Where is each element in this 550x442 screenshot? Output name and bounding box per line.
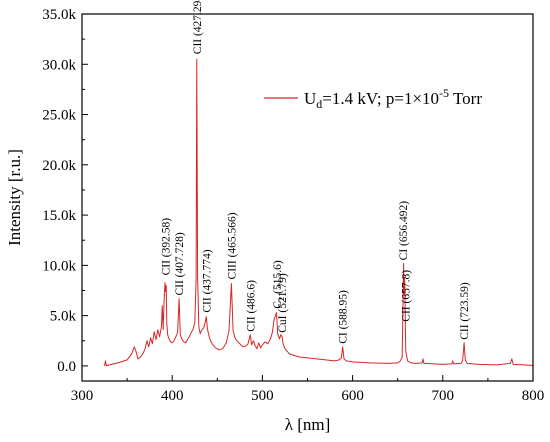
y-tick-label: 5.0k bbox=[50, 309, 77, 325]
peak-label: CII (723.59) bbox=[459, 282, 471, 340]
plot-area bbox=[104, 58, 534, 367]
y-tick-label: 10.0k bbox=[42, 258, 76, 274]
peak-label: CuI (521.79) bbox=[277, 273, 289, 333]
peak-label: C2 (515.6) bbox=[272, 260, 286, 309]
x-tick-label: 800 bbox=[522, 388, 545, 404]
peak-label: CI (588.95) bbox=[338, 290, 350, 344]
y-axis: 0.0 5.0k 10.0k 15.0k 20.0k 25.0k 30.0k 35.0k bbox=[42, 7, 88, 375]
legend: Ud=1.4 kV; p=1×10-5 Torr bbox=[264, 86, 482, 111]
series-line bbox=[104, 58, 534, 367]
legend-entry: Ud=1.4 kV; p=1×10-5 Torr bbox=[304, 86, 482, 111]
peak-label: CI (656.492) bbox=[398, 201, 410, 261]
legend-entry-main: U bbox=[304, 89, 316, 108]
peak-label-text: (515.6) bbox=[272, 260, 284, 297]
peak-label: CII (657.8) bbox=[400, 270, 412, 322]
x-axis-label: λ [nm] bbox=[285, 415, 331, 434]
x-tick-label: 300 bbox=[71, 388, 94, 404]
peak-label-prefix-sub: 2 bbox=[276, 297, 286, 301]
x-tick-label: 600 bbox=[341, 388, 364, 404]
peak-label: CIII (465.566) bbox=[226, 212, 238, 279]
y-tick-label: 35.0k bbox=[42, 7, 76, 23]
peak-label: CII (407.728) bbox=[174, 232, 186, 295]
legend-entry-end: Torr bbox=[449, 89, 482, 108]
peak-annotations: CII (392.58) CII (407.728) CII (427.294) CI… bbox=[161, 0, 472, 344]
x-axis: 300 400 500 600 700 800 bbox=[71, 375, 545, 404]
peak-label: CII (392.58) bbox=[161, 218, 173, 276]
y-tick-label: 20.0k bbox=[42, 158, 76, 174]
legend-entry-sup: -5 bbox=[439, 86, 449, 100]
legend-entry-sub: d bbox=[316, 97, 322, 111]
x-tick-label: 500 bbox=[251, 388, 274, 404]
y-tick-label: 15.0k bbox=[42, 208, 76, 224]
y-tick-label: 30.0k bbox=[42, 57, 76, 73]
peak-label-prefix: C bbox=[272, 301, 284, 309]
peak-label: CII (486.6) bbox=[245, 280, 257, 332]
peak-label: CII (427.294) bbox=[192, 0, 204, 54]
legend-entry-mid: =1.4 kV; p=1×10 bbox=[322, 89, 439, 108]
x-tick-label: 400 bbox=[161, 388, 184, 404]
y-tick-label: 25.0k bbox=[42, 108, 76, 124]
y-tick-label: 0.0 bbox=[57, 359, 76, 375]
peak-label: CII (437.774) bbox=[201, 249, 213, 312]
y-axis-label: Intensity [r.u.] bbox=[5, 149, 24, 246]
x-tick-label: 700 bbox=[432, 388, 455, 404]
